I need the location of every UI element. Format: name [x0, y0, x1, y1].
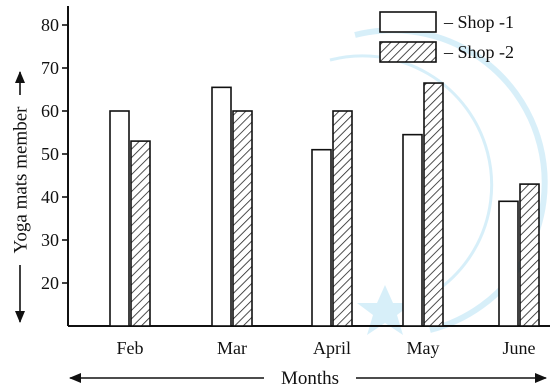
legend-swatch-shop-1 — [379, 11, 437, 33]
y-tick-label: 40 — [41, 187, 59, 207]
y-tick-label: 80 — [41, 15, 59, 35]
y-tick-label: 60 — [41, 101, 59, 121]
y-tick-label: 50 — [41, 144, 59, 164]
bar-shop-1-may — [402, 133, 423, 327]
bar-shop-1-mar — [211, 86, 232, 327]
y-axis-ticks: 20 30 40 50 60 70 80 — [41, 15, 68, 293]
x-tick-label: June — [503, 338, 536, 358]
bar-shop-2-mar — [232, 110, 253, 327]
legend-swatch-shop-2 — [379, 41, 437, 63]
legend-label-shop-1: – Shop -1 — [443, 12, 514, 32]
x-tick-label: Mar — [217, 338, 247, 358]
y-tick-label: 70 — [41, 58, 59, 78]
y-axis-title: Yoga mats member — [11, 106, 32, 254]
y-tick-label: 20 — [41, 273, 59, 293]
bars — [109, 82, 540, 327]
bar-shop-2-june — [519, 183, 540, 327]
legend-label-shop-2: – Shop -2 — [443, 42, 514, 62]
bar-shop-1-feb — [109, 110, 130, 327]
bar-shop-2-may — [423, 82, 444, 327]
y-tick-label: 30 — [41, 230, 59, 250]
bar-shop-2-feb — [130, 140, 151, 327]
bar-shop-1-april — [311, 148, 332, 327]
legend: – Shop -1 – Shop -2 — [379, 11, 514, 63]
bar-shop-1-june — [498, 200, 519, 327]
x-axis-title: Months — [281, 368, 339, 389]
x-tick-label: May — [407, 338, 440, 358]
bar-shop-2-april — [332, 110, 353, 327]
x-axis-categories: Feb Mar April May June — [117, 338, 536, 358]
x-tick-label: Feb — [117, 338, 144, 358]
x-tick-label: April — [313, 338, 351, 358]
